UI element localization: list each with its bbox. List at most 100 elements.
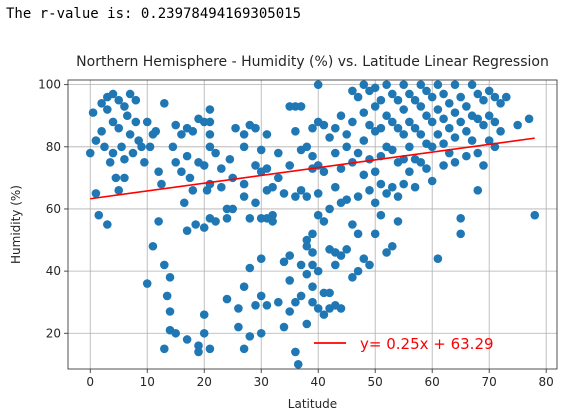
data-point [399,80,408,89]
data-point [439,139,448,149]
data-point [222,294,232,304]
data-point [228,173,238,183]
y-axis-label: Humidity (%) [9,185,23,264]
x-axis-label: Latitude [288,397,337,411]
data-point [131,117,141,127]
data-point [450,108,460,117]
data-point [405,142,414,152]
data-point [530,210,540,220]
data-point [302,142,312,152]
data-point [171,158,181,167]
data-point [199,310,209,319]
data-point [256,328,266,338]
data-point [262,164,272,173]
data-point [473,114,483,124]
data-point [359,108,369,117]
chart-title: Northern Hemisphere - Humidity (%) vs. L… [76,54,549,70]
data-point [393,192,403,201]
data-point [145,142,155,152]
data-point [456,117,465,127]
data-point [319,310,329,319]
data-point [279,189,289,198]
data-point [296,102,306,111]
data-point [336,164,346,173]
data-point [399,179,408,189]
data-point [120,154,129,164]
data-point [456,229,465,239]
data-point [182,335,192,344]
data-point [231,123,240,133]
data-point [205,105,215,114]
data-point [313,80,323,89]
data-point [376,95,386,105]
data-point [348,220,357,229]
data-point [245,263,255,273]
data-point [211,217,220,226]
data-point [376,179,386,189]
data-point [199,161,209,170]
data-point [148,241,158,251]
data-point [251,198,260,208]
data-point [370,102,380,111]
y-tick-label: 80 [46,140,61,154]
x-tick-label: 30 [254,375,269,389]
data-point [313,266,323,276]
data-point [137,142,146,152]
data-point [427,92,437,102]
data-point [353,192,363,201]
data-point [177,167,186,176]
data-point [393,123,403,133]
data-point [194,341,203,350]
data-point [479,95,488,105]
plot-frame [67,79,558,370]
data-points [85,80,540,369]
data-point [171,120,181,130]
data-point [108,148,118,158]
data-point [131,95,141,105]
data-point [456,92,465,102]
data-point [348,117,357,127]
data-point [291,347,300,357]
data-point [91,189,101,198]
data-point [268,217,277,226]
data-point [416,130,426,139]
data-point [239,130,249,139]
data-point [313,189,323,198]
data-point [353,92,363,102]
data-point [393,217,403,226]
data-point [427,142,437,152]
data-point [97,126,106,136]
data-point [376,210,386,220]
data-point [154,217,163,226]
data-point [319,120,329,130]
regression-line [90,137,535,200]
data-point [194,347,203,357]
data-point [165,307,175,316]
legend: y= 0.25x + 63.29 [314,335,494,353]
data-point [513,120,522,130]
data-point [444,99,454,108]
data-point [479,161,488,170]
data-point [274,173,283,183]
data-point [353,266,363,276]
data-point [162,291,172,301]
data-point [496,126,505,136]
data-point [188,186,198,195]
data-point [422,164,431,173]
data-point [405,167,414,176]
data-point [160,344,169,354]
data-point [103,105,112,114]
data-point [225,154,235,164]
data-point [182,151,192,161]
data-point [199,328,209,338]
data-point [160,99,169,108]
data-point [387,145,397,155]
data-point [140,158,149,167]
data-point [122,111,132,121]
data-point [296,291,306,301]
data-point [353,148,363,158]
x-tick-label: 80 [539,375,554,389]
data-point [245,332,255,341]
data-point [490,92,500,102]
